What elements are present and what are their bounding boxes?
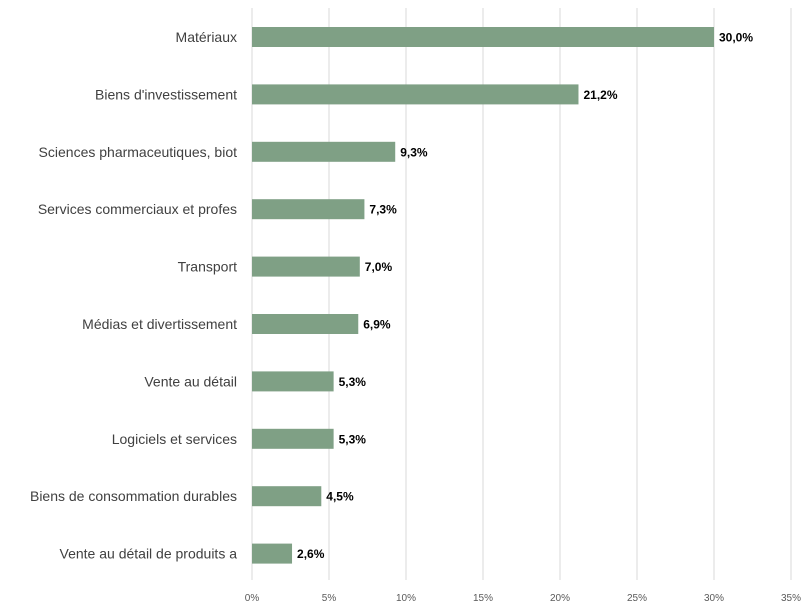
category-label: Biens d'investissement bbox=[95, 86, 237, 102]
bar bbox=[252, 141, 396, 162]
x-tick-label: 15% bbox=[473, 593, 493, 604]
value-label: 9,3% bbox=[400, 145, 428, 159]
value-label: 7,0% bbox=[365, 260, 393, 274]
x-tick-label: 20% bbox=[550, 593, 570, 604]
value-label: 21,2% bbox=[583, 88, 617, 102]
category-label: Sciences pharmaceutiques, biot bbox=[39, 144, 238, 160]
x-tick-label: 5% bbox=[322, 593, 337, 604]
x-axis-ticks: 0% 5% 10% 15% 20% 25% 30% 35% bbox=[245, 593, 801, 604]
value-labels: 30,0% 21,2% 9,3% 7,3% 7,0% 6,9% 5,3% 5,3% 4,5% 2,… bbox=[297, 31, 753, 562]
value-label: 6,9% bbox=[363, 318, 391, 332]
value-label: 4,5% bbox=[326, 490, 354, 504]
category-label: Services commerciaux et profes bbox=[38, 201, 237, 217]
bar bbox=[252, 486, 322, 507]
bar bbox=[252, 84, 579, 105]
value-label: 5,3% bbox=[339, 375, 367, 389]
bar bbox=[252, 543, 293, 564]
category-label: Biens de consommation durables bbox=[30, 488, 237, 504]
category-label: Vente au détail bbox=[144, 373, 237, 389]
value-label: 7,3% bbox=[369, 203, 397, 217]
category-label: Médias et divertissement bbox=[82, 316, 237, 332]
bar bbox=[252, 27, 714, 47]
x-tick-label: 35% bbox=[781, 593, 801, 604]
x-tick-label: 30% bbox=[704, 593, 724, 604]
bars bbox=[252, 27, 714, 564]
category-label: Logiciels et services bbox=[112, 431, 237, 447]
x-tick-label: 10% bbox=[396, 593, 416, 604]
category-labels: Matériaux Biens d'investissement Sciences … bbox=[30, 29, 237, 562]
category-label: Transport bbox=[178, 259, 238, 275]
value-label: 30,0% bbox=[719, 31, 753, 45]
bar bbox=[252, 256, 360, 277]
bar bbox=[252, 371, 334, 392]
value-label: 5,3% bbox=[339, 432, 367, 446]
value-label: 2,6% bbox=[297, 547, 325, 561]
x-tick-label: 0% bbox=[245, 593, 260, 604]
category-label: Vente au détail de produits a bbox=[60, 546, 238, 562]
x-tick-label: 25% bbox=[627, 593, 647, 604]
category-label: Matériaux bbox=[176, 29, 237, 45]
bar bbox=[252, 199, 365, 220]
bar bbox=[252, 428, 334, 449]
bar bbox=[252, 314, 359, 334]
